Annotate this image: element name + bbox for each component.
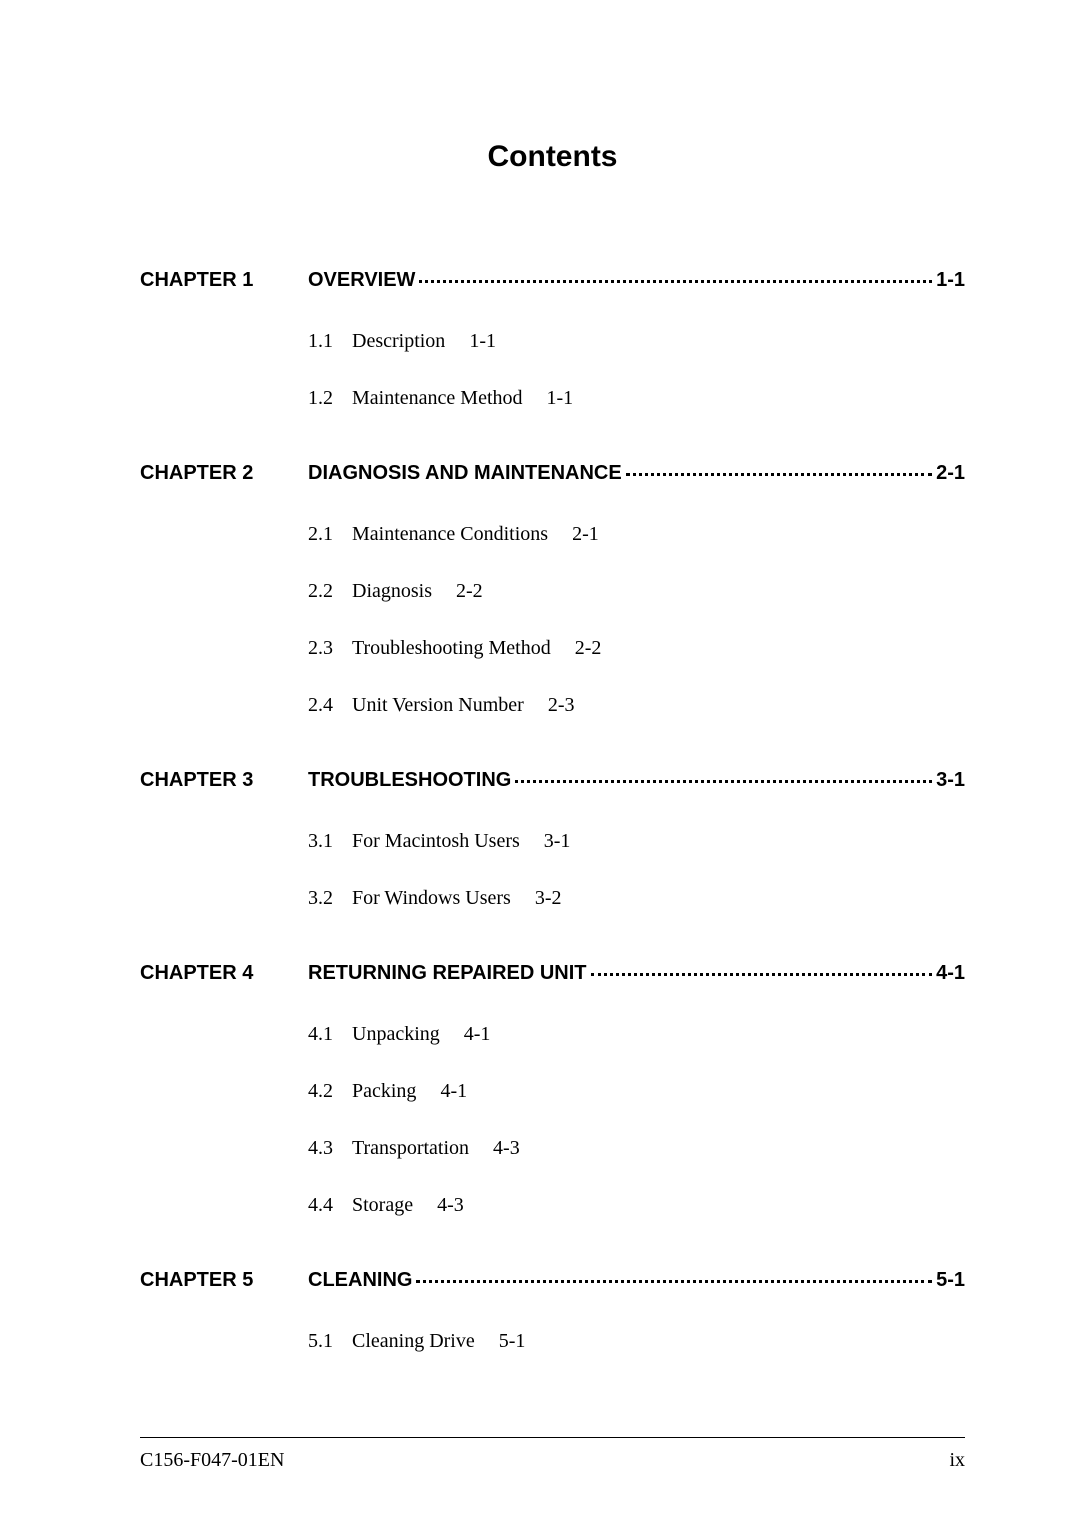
chapter-page: 3-1 <box>936 769 965 792</box>
sub-item-page: 1-1 <box>469 330 496 353</box>
toc-sub-item: 4.1Unpacking 4-1 <box>308 1023 965 1046</box>
sub-item-number: 3.2 <box>308 887 352 910</box>
toc-sub-item: 2.4Unit Version Number 2-3 <box>308 694 965 717</box>
sub-item-number: 5.1 <box>308 1330 352 1353</box>
toc-sub-item: 2.2Diagnosis 2-2 <box>308 580 965 603</box>
sub-item-text: Unit Version Number <box>352 694 524 717</box>
toc-body: CHAPTER 1OVERVIEW1-11.1Description1-11.2… <box>140 269 965 1395</box>
sub-item-number: 1.2 <box>308 387 352 410</box>
chapter-row: CHAPTER 2DIAGNOSIS AND MAINTENANCE 2-1 <box>140 462 965 485</box>
leader-dots <box>419 280 932 283</box>
chapter-page: 4-1 <box>936 962 965 985</box>
sub-item-number: 4.1 <box>308 1023 352 1046</box>
sub-item-number: 2.4 <box>308 694 352 717</box>
toc-sub-item: 5.1Cleaning Drive 5-1 <box>308 1330 965 1353</box>
chapter-page: 2-1 <box>936 462 965 485</box>
sub-item-number: 3.1 <box>308 830 352 853</box>
footer: C156-F047-01EN ix <box>140 1449 965 1472</box>
toc-sub-item: 4.2Packing 4-1 <box>308 1080 965 1103</box>
chapter-title: TROUBLESHOOTING <box>308 769 511 792</box>
sub-item-text: For Macintosh Users <box>352 830 520 853</box>
sub-item-page: 1-1 <box>547 387 574 410</box>
sub-item-number: 2.3 <box>308 637 352 660</box>
sub-item-text: Description <box>352 330 445 353</box>
chapter-title: RETURNING REPAIRED UNIT <box>308 962 587 985</box>
chapter-title: DIAGNOSIS AND MAINTENANCE <box>308 462 622 485</box>
footer-divider <box>140 1437 965 1438</box>
leader-dots <box>626 473 932 476</box>
sub-item-page: 4-1 <box>464 1023 491 1046</box>
sub-item-number: 4.3 <box>308 1137 352 1160</box>
chapter-label: CHAPTER 4 <box>140 962 308 985</box>
leader-dots <box>591 973 933 976</box>
chapter-row: CHAPTER 3TROUBLESHOOTING 3-1 <box>140 769 965 792</box>
chapter-page: 1-1 <box>936 269 965 292</box>
toc-sub-item: 2.1Maintenance Conditions 2-1 <box>308 523 965 546</box>
chapter-row: CHAPTER 4RETURNING REPAIRED UNIT 4-1 <box>140 962 965 985</box>
chapter-label: CHAPTER 1 <box>140 269 308 292</box>
sub-item-number: 4.2 <box>308 1080 352 1103</box>
chapter-page: 5-1 <box>936 1269 965 1292</box>
sub-item-number: 4.4 <box>308 1194 352 1217</box>
toc-sub-item: 4.3Transportation 4-3 <box>308 1137 965 1160</box>
sub-item-text: Cleaning Drive <box>352 1330 475 1353</box>
sub-item-page: 2-1 <box>572 523 599 546</box>
chapter-label: CHAPTER 2 <box>140 462 308 485</box>
sub-item-text: Packing <box>352 1080 416 1103</box>
chapter-row: CHAPTER 5CLEANING 5-1 <box>140 1269 965 1292</box>
sub-item-number: 1.1 <box>308 330 352 353</box>
sub-item-text: Diagnosis <box>352 580 432 603</box>
sub-item-page: 2-3 <box>548 694 575 717</box>
leader-dots <box>515 780 932 783</box>
toc-sub-item: 2.3Troubleshooting Method 2-2 <box>308 637 965 660</box>
sub-item-text: Troubleshooting Method <box>352 637 551 660</box>
sub-item-page: 5-1 <box>499 1330 526 1353</box>
sub-item-number: 2.2 <box>308 580 352 603</box>
chapter-title: CLEANING <box>308 1269 412 1292</box>
toc-sub-item: 4.4Storage 4-3 <box>308 1194 965 1217</box>
footer-right: ix <box>949 1449 965 1472</box>
sub-item-page: 4-3 <box>493 1137 520 1160</box>
sub-item-text: Storage <box>352 1194 413 1217</box>
sub-item-page: 2-2 <box>575 637 602 660</box>
chapter-title: OVERVIEW <box>308 269 415 292</box>
sub-item-text: Maintenance Conditions <box>352 523 548 546</box>
chapter-row: CHAPTER 1OVERVIEW 1-1 <box>140 269 965 292</box>
chapter-label: CHAPTER 5 <box>140 1269 308 1292</box>
contents-title: Contents <box>140 140 965 174</box>
sub-item-text: Transportation <box>352 1137 469 1160</box>
toc-sub-item: 3.1For Macintosh Users 3-1 <box>308 830 965 853</box>
sub-item-text: Unpacking <box>352 1023 440 1046</box>
sub-item-page: 2-2 <box>456 580 483 603</box>
sub-item-page: 4-1 <box>440 1080 467 1103</box>
toc-sub-item: 1.2Maintenance Method 1-1 <box>308 387 965 410</box>
sub-item-page: 3-2 <box>535 887 562 910</box>
chapter-label: CHAPTER 3 <box>140 769 308 792</box>
sub-item-page: 3-1 <box>544 830 571 853</box>
sub-item-page: 4-3 <box>437 1194 464 1217</box>
toc-sub-item: 3.2For Windows Users 3-2 <box>308 887 965 910</box>
sub-item-text: For Windows Users <box>352 887 511 910</box>
sub-item-text: Maintenance Method <box>352 387 523 410</box>
sub-item-number: 2.1 <box>308 523 352 546</box>
footer-left: C156-F047-01EN <box>140 1449 284 1472</box>
toc-sub-item: 1.1Description 1-1 <box>308 330 965 353</box>
leader-dots <box>416 1280 932 1283</box>
